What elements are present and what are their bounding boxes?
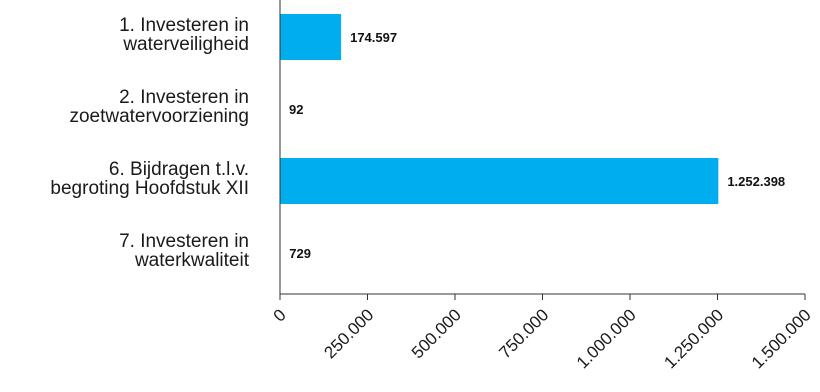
category-label-line: zoetwatervoorziening [69,106,249,127]
category-label-line: 2. Investeren in [119,87,249,108]
x-tick-label: 1.000.000 [573,305,640,372]
data-label: 92 [289,102,303,117]
x-tick-label: 750.000 [495,305,552,362]
category-label-line: 6. Bijdragen t.l.v. [109,159,249,180]
x-tick-label: 1.500.000 [748,305,815,372]
category-label-line: waterveiligheid [122,34,249,55]
category-label-line: 7. Investeren in [119,231,249,252]
category-label: 7. Investeren in waterkwaliteit [119,231,250,271]
x-tick-label: 1.250.000 [660,305,727,372]
x-tick-label: 250.000 [320,305,377,362]
x-tick-label: 0 [270,305,290,325]
data-label: 1.252.398 [727,174,785,189]
category-label: 1. Investeren in waterveiligheid [119,15,249,55]
x-tick-label: 500.000 [408,305,465,362]
bars: 174.597 92 1.252.398 729 [280,14,785,276]
category-label-line: waterkwaliteit [134,250,250,271]
category-label: 2. Investeren in zoetwatervoorziening [69,87,249,127]
data-label: 174.597 [350,30,397,45]
bar [280,14,342,60]
category-labels: 1. Investeren in waterveiligheid 2. Invest… [50,15,249,271]
category-label: 6. Bijdragen t.l.v. begroting Hoofdstuk X… [50,159,249,199]
axes [279,0,806,300]
data-label: 729 [289,246,311,261]
bar [280,158,719,204]
category-label-line: 1. Investeren in [119,15,249,36]
category-label-line: begroting Hoofdstuk XII [50,178,249,199]
x-tick-labels: 0 250.000 500.000 750.000 1.000.000 1.250.000… [270,305,815,372]
